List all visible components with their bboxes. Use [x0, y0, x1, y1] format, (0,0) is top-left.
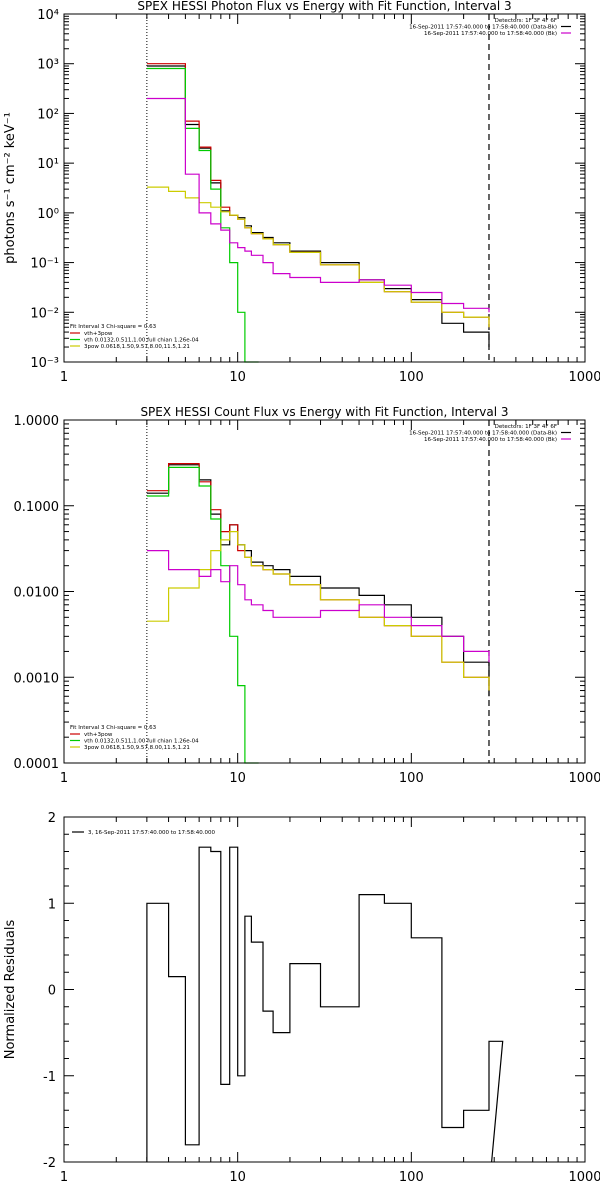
p1-info-line: 16-Sep-2011 17:57:40.000 to 17:58:40.000…: [424, 31, 557, 37]
p1-info-line: Detectors: 1F 3F 4F 6F: [495, 18, 557, 24]
p2-ytick-label: 0.0001: [14, 757, 60, 772]
p3-xtick-label: 1000: [568, 1170, 600, 1185]
p1-ytick-label: 10¹: [37, 157, 59, 172]
p1-xtick-label: 1: [60, 370, 68, 385]
p2-title: SPEX HESSI Count Flux vs Energy with Fit…: [140, 405, 508, 419]
p1-ytick-label: 10⁴: [37, 8, 59, 23]
p1-ytick-label: 10²: [37, 107, 59, 122]
p1-series-red: [146, 63, 490, 328]
p1-legend-entry: vth 0.0132,0.511,1.00 full chian 1.26e-0…: [84, 338, 199, 344]
p2-series-yellow: [146, 531, 490, 691]
p3-legend-entry: 3, 16-Sep-2011 17:57:40.000 to 17:58:40.…: [88, 830, 215, 836]
p2-legend-header: Fit Interval 3 Chi-square = 0.63: [70, 725, 157, 731]
p1-series-black: [146, 65, 490, 347]
p1-legend-entry: 3pow 0.0618,1.50,9.57,8.00,11.5,1.21: [84, 344, 190, 350]
p1-ylabel: photons s⁻¹ cm⁻² keV⁻¹: [3, 112, 18, 264]
p1-legend-entry: vth+3pow: [84, 331, 113, 337]
p1-series-yellow: [146, 186, 490, 328]
p1-frame: [63, 13, 586, 363]
p1-ytick-label: 10⁻¹: [30, 257, 59, 272]
p1-ytick-label: 10³: [37, 58, 59, 73]
p1-ytick-label: 10⁰: [37, 207, 59, 222]
p3-series-black: [146, 846, 504, 1163]
p2-series-red: [146, 463, 490, 691]
p2-series-magenta: [146, 550, 490, 663]
p1-info-line: 16-Sep-2011 17:57:40.000 to 17:58:40.000…: [409, 25, 557, 31]
p2-xtick-label: 1: [60, 771, 68, 786]
p2-ytick-label: 1.0000: [14, 414, 60, 429]
p1-legend-header: Fit Interval 3 Chi-square = 0.63: [70, 324, 157, 330]
p3-ytick-label: -1: [43, 1070, 56, 1085]
p3-ylabel: Normalized Residuals: [3, 920, 18, 1060]
p2-xtick-label: 1000: [568, 771, 600, 786]
p2-frame: [63, 419, 586, 764]
p3-ytick-label: 2: [48, 811, 56, 826]
p2-xtick-label: 100: [399, 771, 424, 786]
p2-series-green: [146, 466, 259, 764]
p2-series-black: [146, 464, 490, 697]
p1-title: SPEX HESSI Photon Flux vs Energy with Fi…: [137, 0, 511, 13]
p1-ytick-label: 10⁻³: [30, 356, 59, 371]
p2-legend-entry: 3pow 0.0618,1.50,9.57,8.00,11.5,1.21: [84, 745, 190, 751]
p2-legend-entry: vth 0.0132,0.511,1.00 full chian 1.26e-0…: [84, 739, 199, 745]
p2-legend-entry: vth+3pow: [84, 732, 113, 738]
p1-xtick-label: 100: [399, 370, 424, 385]
p3-ytick-label: -2: [43, 1156, 56, 1171]
p3-frame: [63, 816, 586, 1163]
p2-ytick-label: 0.0100: [14, 586, 60, 601]
p2-info-line: Detectors: 1F 3F 4F 6F: [495, 424, 557, 430]
p1-xtick-label: 1000: [568, 370, 600, 385]
p3-ytick-label: 0: [48, 984, 56, 999]
p2-ytick-label: 0.1000: [14, 500, 60, 515]
p1-series-green: [146, 67, 259, 363]
p3-xtick-label: 1: [60, 1170, 68, 1185]
p2-info-line: 16-Sep-2011 17:57:40.000 to 17:58:40.000…: [409, 431, 557, 437]
p3-xtick-label: 100: [399, 1170, 424, 1185]
p1-xtick-label: 10: [229, 370, 246, 385]
p1-ytick-label: 10⁻²: [30, 306, 59, 321]
p2-xtick-label: 10: [229, 771, 246, 786]
p2-ytick-label: 0.0010: [14, 671, 60, 686]
p3-ytick-label: 1: [48, 897, 56, 912]
p3-xtick-label: 10: [229, 1170, 246, 1185]
p1-series-magenta: [146, 97, 490, 313]
p2-info-line: 16-Sep-2011 17:57:40.000 to 17:58:40.000…: [424, 437, 557, 443]
